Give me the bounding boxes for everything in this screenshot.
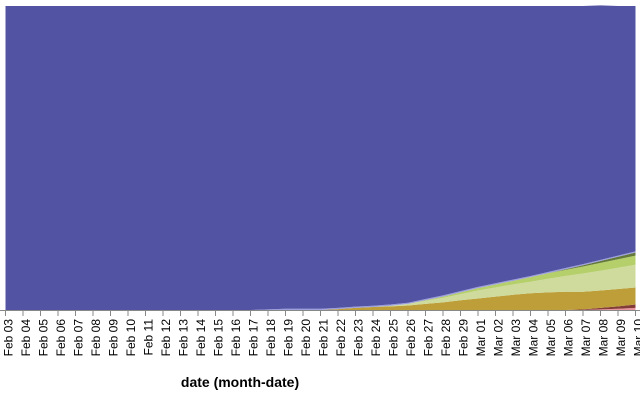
x-tick-label: Feb 09 [107, 319, 121, 357]
x-tick-label: Mar 04 [527, 319, 541, 357]
x-tick-label: Feb 29 [457, 319, 471, 357]
x-tick-label: Feb 27 [422, 319, 436, 357]
x-tick-label: Feb 25 [387, 319, 401, 357]
x-tick-label: Feb 16 [229, 319, 243, 357]
x-tick-label: Feb 10 [124, 319, 138, 357]
area-series-2 [5, 287, 636, 310]
x-tick-label: Feb 26 [404, 319, 418, 357]
x-tick-label: Mar 01 [474, 319, 488, 357]
x-tick-label: Feb 04 [19, 319, 33, 357]
x-tick-label: Feb 18 [264, 319, 278, 357]
area-series-3 [5, 264, 636, 310]
x-tick-label: Feb 19 [282, 319, 296, 357]
x-tick-label: Feb 20 [299, 319, 313, 357]
x-tick-label: Feb 11 [142, 319, 156, 356]
x-tick-label: Feb 22 [334, 319, 348, 357]
area-series-7 [5, 5, 636, 310]
x-tick-label: Feb 14 [194, 319, 208, 357]
x-tick-label: Mar 10 [632, 319, 640, 357]
x-tick-label: Feb 17 [247, 319, 261, 357]
x-tick-label: Mar 02 [492, 319, 506, 357]
area-series-6 [5, 251, 636, 310]
area-layers [5, 5, 636, 310]
x-axis-ticks: Feb 03 Feb 04 Feb 05 Feb 06 Feb 07 Feb 08 Feb … [2, 310, 640, 356]
x-tick-label: Feb 24 [369, 319, 383, 357]
x-tick-label: Feb 08 [89, 319, 103, 357]
x-axis-title: date (month-date) [181, 374, 299, 390]
x-tick-label: Mar 09 [614, 319, 628, 357]
x-tick-label: Feb 05 [37, 319, 51, 357]
x-tick-label: Feb 23 [352, 319, 366, 357]
x-tick-label: Mar 06 [562, 319, 576, 357]
x-tick-label: Feb 06 [54, 319, 68, 357]
x-tick-label: Feb 13 [177, 319, 191, 357]
x-tick-label: Mar 03 [509, 319, 523, 357]
x-tick-label: Feb 15 [212, 319, 226, 357]
x-tick-label: Feb 07 [72, 319, 86, 357]
x-tick-label: Mar 08 [597, 319, 611, 357]
x-tick-label: Mar 07 [579, 319, 593, 357]
x-tick-label: Feb 28 [439, 319, 453, 357]
x-tick-label: Feb 12 [159, 319, 173, 357]
x-tick-label: Feb 03 [2, 319, 16, 357]
x-tick-label: Mar 05 [544, 319, 558, 357]
area-series-4 [5, 255, 636, 310]
x-tick-label: Feb 21 [317, 319, 331, 357]
